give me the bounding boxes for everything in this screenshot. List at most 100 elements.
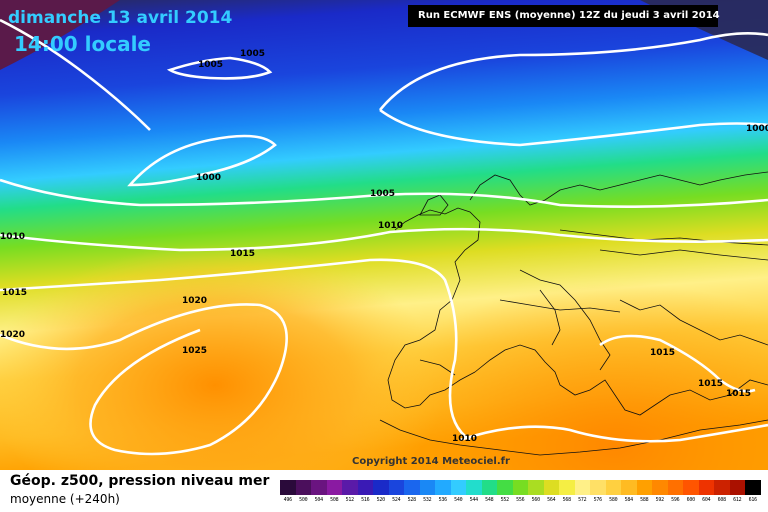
isobar-label: 1005	[198, 60, 223, 70]
isobar-label: 1010	[452, 434, 477, 444]
legend-label: 580	[609, 497, 618, 503]
legend-label: 508	[330, 497, 339, 503]
legend-swatch: 552	[497, 480, 513, 507]
legend-color	[729, 480, 745, 495]
legend-color	[311, 480, 327, 495]
legend-swatch: 600	[683, 480, 699, 507]
legend-label: 548	[485, 497, 494, 503]
legend-swatch: 576	[590, 480, 606, 507]
legend-swatch: 508	[326, 480, 342, 507]
legend-color	[528, 480, 544, 495]
isobar-label: 1005	[370, 189, 395, 199]
legend-label: 500	[299, 497, 308, 503]
legend-label: 544	[469, 497, 478, 503]
legend-swatch: 532	[419, 480, 435, 507]
forecast-time: 14:00 locale	[14, 32, 151, 56]
isobar-label: 1015	[230, 249, 255, 259]
legend-label: 496	[283, 497, 292, 503]
legend-swatch: 580	[605, 480, 621, 507]
legend-label: 560	[531, 497, 540, 503]
map-footer: Géop. z500, pression niveau mer moyenne …	[0, 470, 768, 512]
isobar-label: 1010	[0, 232, 25, 242]
legend-color	[373, 480, 389, 495]
legend-swatch: 560	[528, 480, 544, 507]
legend-color	[621, 480, 637, 495]
legend-swatch: 512	[342, 480, 358, 507]
legend-color	[326, 480, 342, 495]
legend-color	[388, 480, 404, 495]
legend-label: 552	[500, 497, 509, 503]
legend-label: 536	[438, 497, 447, 503]
legend-color	[280, 480, 296, 495]
legend-color	[450, 480, 466, 495]
legend-swatch: 536	[435, 480, 451, 507]
legend-color	[342, 480, 358, 495]
color-scale-legend: 496 500 504 508 512 516 520 524 528 532 536 540 544 5…	[280, 480, 761, 507]
legend-label: 588	[640, 497, 649, 503]
legend-swatch: 568	[559, 480, 575, 507]
isobar-label: 1015	[698, 379, 723, 389]
isobar-label: 1020	[182, 296, 207, 306]
legend-label: 540	[454, 497, 463, 503]
isobar-label: 1015	[726, 389, 751, 399]
legend-color	[683, 480, 699, 495]
legend-swatch: 540	[450, 480, 466, 507]
isobar-label: 1015	[2, 288, 27, 298]
legend-swatch: 604	[698, 480, 714, 507]
legend-label: 616	[748, 497, 757, 503]
isobar-labels: 1005 1005 1000 1000 1005 1010 1010 1015 …	[0, 49, 768, 444]
legend-swatch: 556	[512, 480, 528, 507]
legend-color	[512, 480, 528, 495]
isobar-label: 1000	[746, 124, 768, 134]
legend-color	[481, 480, 497, 495]
legend-swatch: 564	[543, 480, 559, 507]
isobar-label: 1005	[240, 49, 265, 59]
legend-swatch: 496	[280, 480, 296, 507]
legend-color	[419, 480, 435, 495]
legend-color	[636, 480, 652, 495]
product-title: Géop. z500, pression niveau mer	[10, 473, 270, 489]
legend-swatch: 584	[621, 480, 637, 507]
forecast-date: dimanche 13 avril 2014	[8, 8, 233, 28]
coastlines	[379, 171, 768, 456]
legend-color	[714, 480, 730, 495]
copyright-text: Copyright 2014 Meteociel.fr	[352, 456, 510, 467]
legend-swatch: 588	[636, 480, 652, 507]
legend-color	[605, 480, 621, 495]
legend-color	[745, 480, 761, 495]
legend-swatch: 572	[574, 480, 590, 507]
legend-color	[652, 480, 668, 495]
legend-label: 512	[345, 497, 354, 503]
legend-label: 572	[578, 497, 587, 503]
legend-swatch: 520	[373, 480, 389, 507]
isobar-label: 1015	[650, 348, 675, 358]
isobar-label: 1010	[378, 221, 403, 231]
legend-label: 596	[671, 497, 680, 503]
legend-color	[466, 480, 482, 495]
legend-label: 604	[702, 497, 711, 503]
legend-label: 528	[407, 497, 416, 503]
legend-swatch: 528	[404, 480, 420, 507]
legend-color	[543, 480, 559, 495]
model-run-info: Run ECMWF ENS (moyenne) 12Z du jeudi 3 a…	[408, 5, 720, 27]
legend-label: 592	[655, 497, 664, 503]
legend-label: 524	[392, 497, 401, 503]
legend-label: 556	[516, 497, 525, 503]
legend-color	[667, 480, 683, 495]
legend-swatch: 504	[311, 480, 327, 507]
legend-color	[497, 480, 513, 495]
legend-color	[295, 480, 311, 495]
legend-label: 532	[423, 497, 432, 503]
isobar-label: 1020	[0, 330, 25, 340]
legend-label: 568	[562, 497, 571, 503]
legend-label: 608	[717, 497, 726, 503]
legend-swatch: 548	[481, 480, 497, 507]
legend-swatch: 596	[667, 480, 683, 507]
isobar-label: 1025	[182, 346, 207, 356]
legend-color	[590, 480, 606, 495]
legend-label: 600	[686, 497, 695, 503]
legend-color	[435, 480, 451, 495]
geopotential-map: 1005 1005 1000 1000 1005 1010 1010 1015 …	[0, 0, 768, 470]
legend-swatch: 592	[652, 480, 668, 507]
